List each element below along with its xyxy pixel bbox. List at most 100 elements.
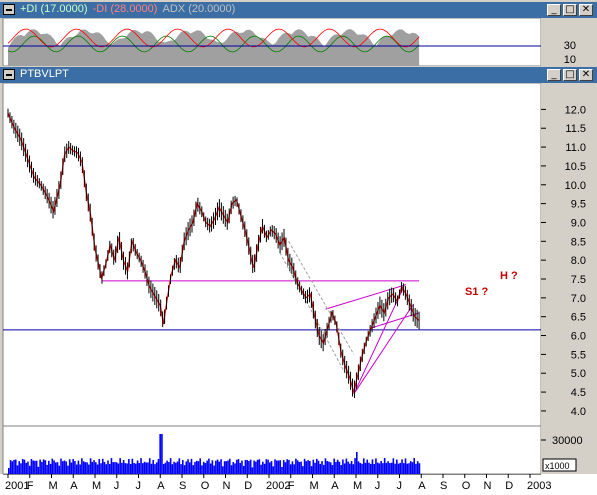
volume-bar: [227, 460, 229, 474]
volume-chart: 30000 x1000: [2, 426, 594, 474]
volume-bar: [133, 462, 135, 474]
volume-bar: [258, 459, 261, 474]
volume-bar: [136, 460, 139, 474]
price-tick-label: 8.0: [571, 255, 586, 267]
volume-bar: [328, 461, 330, 474]
x-tick-label: D: [244, 480, 252, 492]
volume-bar: [340, 464, 342, 474]
volume-bar: [385, 462, 388, 474]
volume-bar: [27, 461, 29, 474]
volume-bar: [225, 461, 228, 474]
volume-bar: [282, 460, 285, 474]
volume-bar: [382, 463, 384, 474]
volume-bar: [89, 458, 92, 474]
x-tick-label: J: [397, 480, 403, 492]
volume-bar: [279, 460, 282, 474]
price-panel-menu-icon[interactable]: [3, 69, 15, 80]
panel-menu-icon[interactable]: [3, 4, 15, 15]
price-close-button[interactable]: ✕: [579, 69, 593, 81]
price-tick-label: 6.5: [571, 312, 586, 324]
volume-bar: [140, 458, 142, 474]
price-tick-label: 10.0: [565, 180, 586, 192]
volume-bar: [9, 460, 12, 474]
price-panel-title: PTBVLPT: [20, 68, 69, 80]
volume-bar: [289, 464, 292, 474]
volume-bar: [25, 462, 27, 474]
x-tick-label: M: [353, 480, 362, 492]
restore-button[interactable]: □: [563, 4, 577, 16]
volume-bar: [244, 459, 247, 474]
volume-bar: [18, 461, 21, 474]
volume-bar: [376, 462, 379, 474]
volume-bar: [105, 464, 108, 474]
volume-bar: [101, 458, 104, 474]
volume-bar: [143, 461, 146, 474]
volume-bar: [8, 468, 10, 474]
x-tick-label: F: [27, 480, 34, 492]
volume-bar: [171, 464, 174, 474]
volume-bar: [117, 463, 120, 474]
volume-bar: [84, 462, 87, 474]
x-tick-label: J: [136, 480, 142, 492]
indicator-panel-titlebar[interactable]: +DI (17.0000) -DI (28.0000) ADX (20.0000…: [0, 2, 597, 18]
volume-bar: [293, 464, 295, 474]
volume-bar: [208, 458, 210, 474]
volume-bar: [368, 462, 370, 474]
volume-bar: [201, 465, 203, 474]
volume-bar: [157, 459, 160, 474]
volume-bar: [418, 463, 421, 474]
volume-bar: [267, 459, 269, 474]
volume-bar: [145, 462, 148, 474]
volume-bar: [32, 460, 34, 474]
volume-bar: [378, 463, 381, 474]
volume-bar: [108, 463, 111, 474]
volume-bar: [310, 466, 313, 474]
volume-bar: [88, 464, 90, 474]
volume-bar: [204, 463, 207, 474]
volume-bar: [65, 461, 68, 474]
volume-bar: [392, 458, 395, 474]
price-restore-button[interactable]: □: [563, 69, 577, 81]
volume-bar: [86, 462, 88, 474]
volume-bar: [272, 466, 275, 474]
x-tick-label: S: [179, 480, 186, 492]
price-tick-label: 12.0: [565, 104, 586, 116]
volume-bar: [303, 458, 306, 474]
volume-bar: [20, 463, 22, 474]
uptrend-line-2: [353, 305, 413, 395]
minimize-button[interactable]: _: [547, 4, 561, 16]
volume-bar: [343, 463, 346, 474]
x-tick-label: D: [505, 480, 513, 492]
volume-bar: [394, 463, 396, 474]
volume-bar: [362, 458, 365, 474]
volume-bar: [232, 462, 235, 474]
price-tick-label: 5.0: [571, 368, 586, 380]
volume-bar: [274, 459, 276, 474]
volume-bar: [326, 461, 329, 474]
volume-bar: [119, 458, 121, 474]
x-tick-label: M: [92, 480, 101, 492]
volume-bar: [39, 459, 41, 474]
close-button[interactable]: ✕: [579, 4, 593, 16]
volume-bar: [114, 461, 116, 474]
volume-bar: [169, 458, 172, 474]
price-panel-titlebar[interactable]: PTBVLPT _ □ ✕: [0, 67, 597, 83]
volume-bar: [260, 464, 262, 474]
volume-bar: [322, 464, 325, 474]
x-tick-label: A: [331, 480, 339, 492]
volume-bar: [107, 460, 109, 474]
volume-bar: [342, 459, 344, 474]
volume-bar: [255, 461, 257, 474]
volume-bar: [361, 463, 363, 474]
price-tick-label: 7.5: [571, 274, 586, 286]
price-tick-label: 4.0: [571, 406, 586, 418]
price-minimize-button[interactable]: _: [547, 69, 561, 81]
volume-bar: [162, 464, 165, 474]
volume-bar: [82, 461, 85, 474]
volume-bar: [63, 460, 66, 474]
volume-bar: [404, 458, 407, 474]
price-tick-label: 11.5: [565, 123, 586, 135]
volume-bar: [135, 463, 137, 474]
volume-bar: [347, 461, 349, 474]
